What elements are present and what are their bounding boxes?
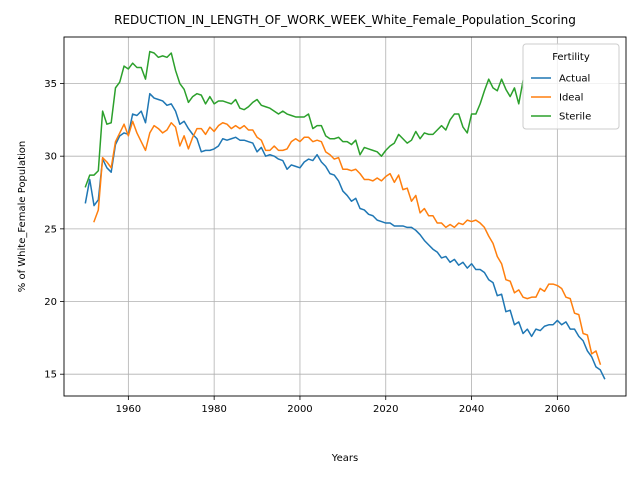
legend: Fertility Actual Ideal Sterile <box>522 43 620 130</box>
x-tick-label: 2020 <box>373 404 398 415</box>
y-tick-label: 35 <box>44 79 57 90</box>
x-tick-label: 2040 <box>459 404 484 415</box>
series-line-actual <box>84 92 606 380</box>
legend-label-actual: Actual <box>559 74 590 85</box>
y-tick-label: 25 <box>44 224 57 235</box>
legend-label-ideal: Ideal <box>559 93 583 104</box>
y-axis-ticks: 15 20 25 30 35 <box>44 79 64 381</box>
legend-items: Actual Ideal Sterile <box>531 74 591 123</box>
series-line-ideal <box>93 120 602 365</box>
plot-area-frame <box>63 36 627 397</box>
legend-box <box>522 43 620 130</box>
chart-title: REDUCTION_IN_LENGTH_OF_WORK_WEEK_White_F… <box>114 13 576 27</box>
legend-label-sterile: Sterile <box>559 112 591 123</box>
x-tick-label: 1980 <box>201 404 226 415</box>
legend-title: Fertility <box>552 52 590 63</box>
x-tick-label: 1960 <box>116 404 141 415</box>
x-axis-ticks: 1960 1980 2000 2020 2040 2060 <box>116 396 570 415</box>
series-line-sterile <box>84 50 524 188</box>
y-tick-label: 30 <box>44 152 57 163</box>
y-tick-label: 15 <box>44 370 57 381</box>
x-axis-label: Years <box>331 453 358 464</box>
series-lines <box>84 50 606 380</box>
x-tick-label: 2000 <box>287 404 312 415</box>
y-tick-label: 20 <box>44 297 57 308</box>
y-axis-label: % of White_Female Population <box>17 141 28 292</box>
x-tick-label: 2060 <box>545 404 570 415</box>
